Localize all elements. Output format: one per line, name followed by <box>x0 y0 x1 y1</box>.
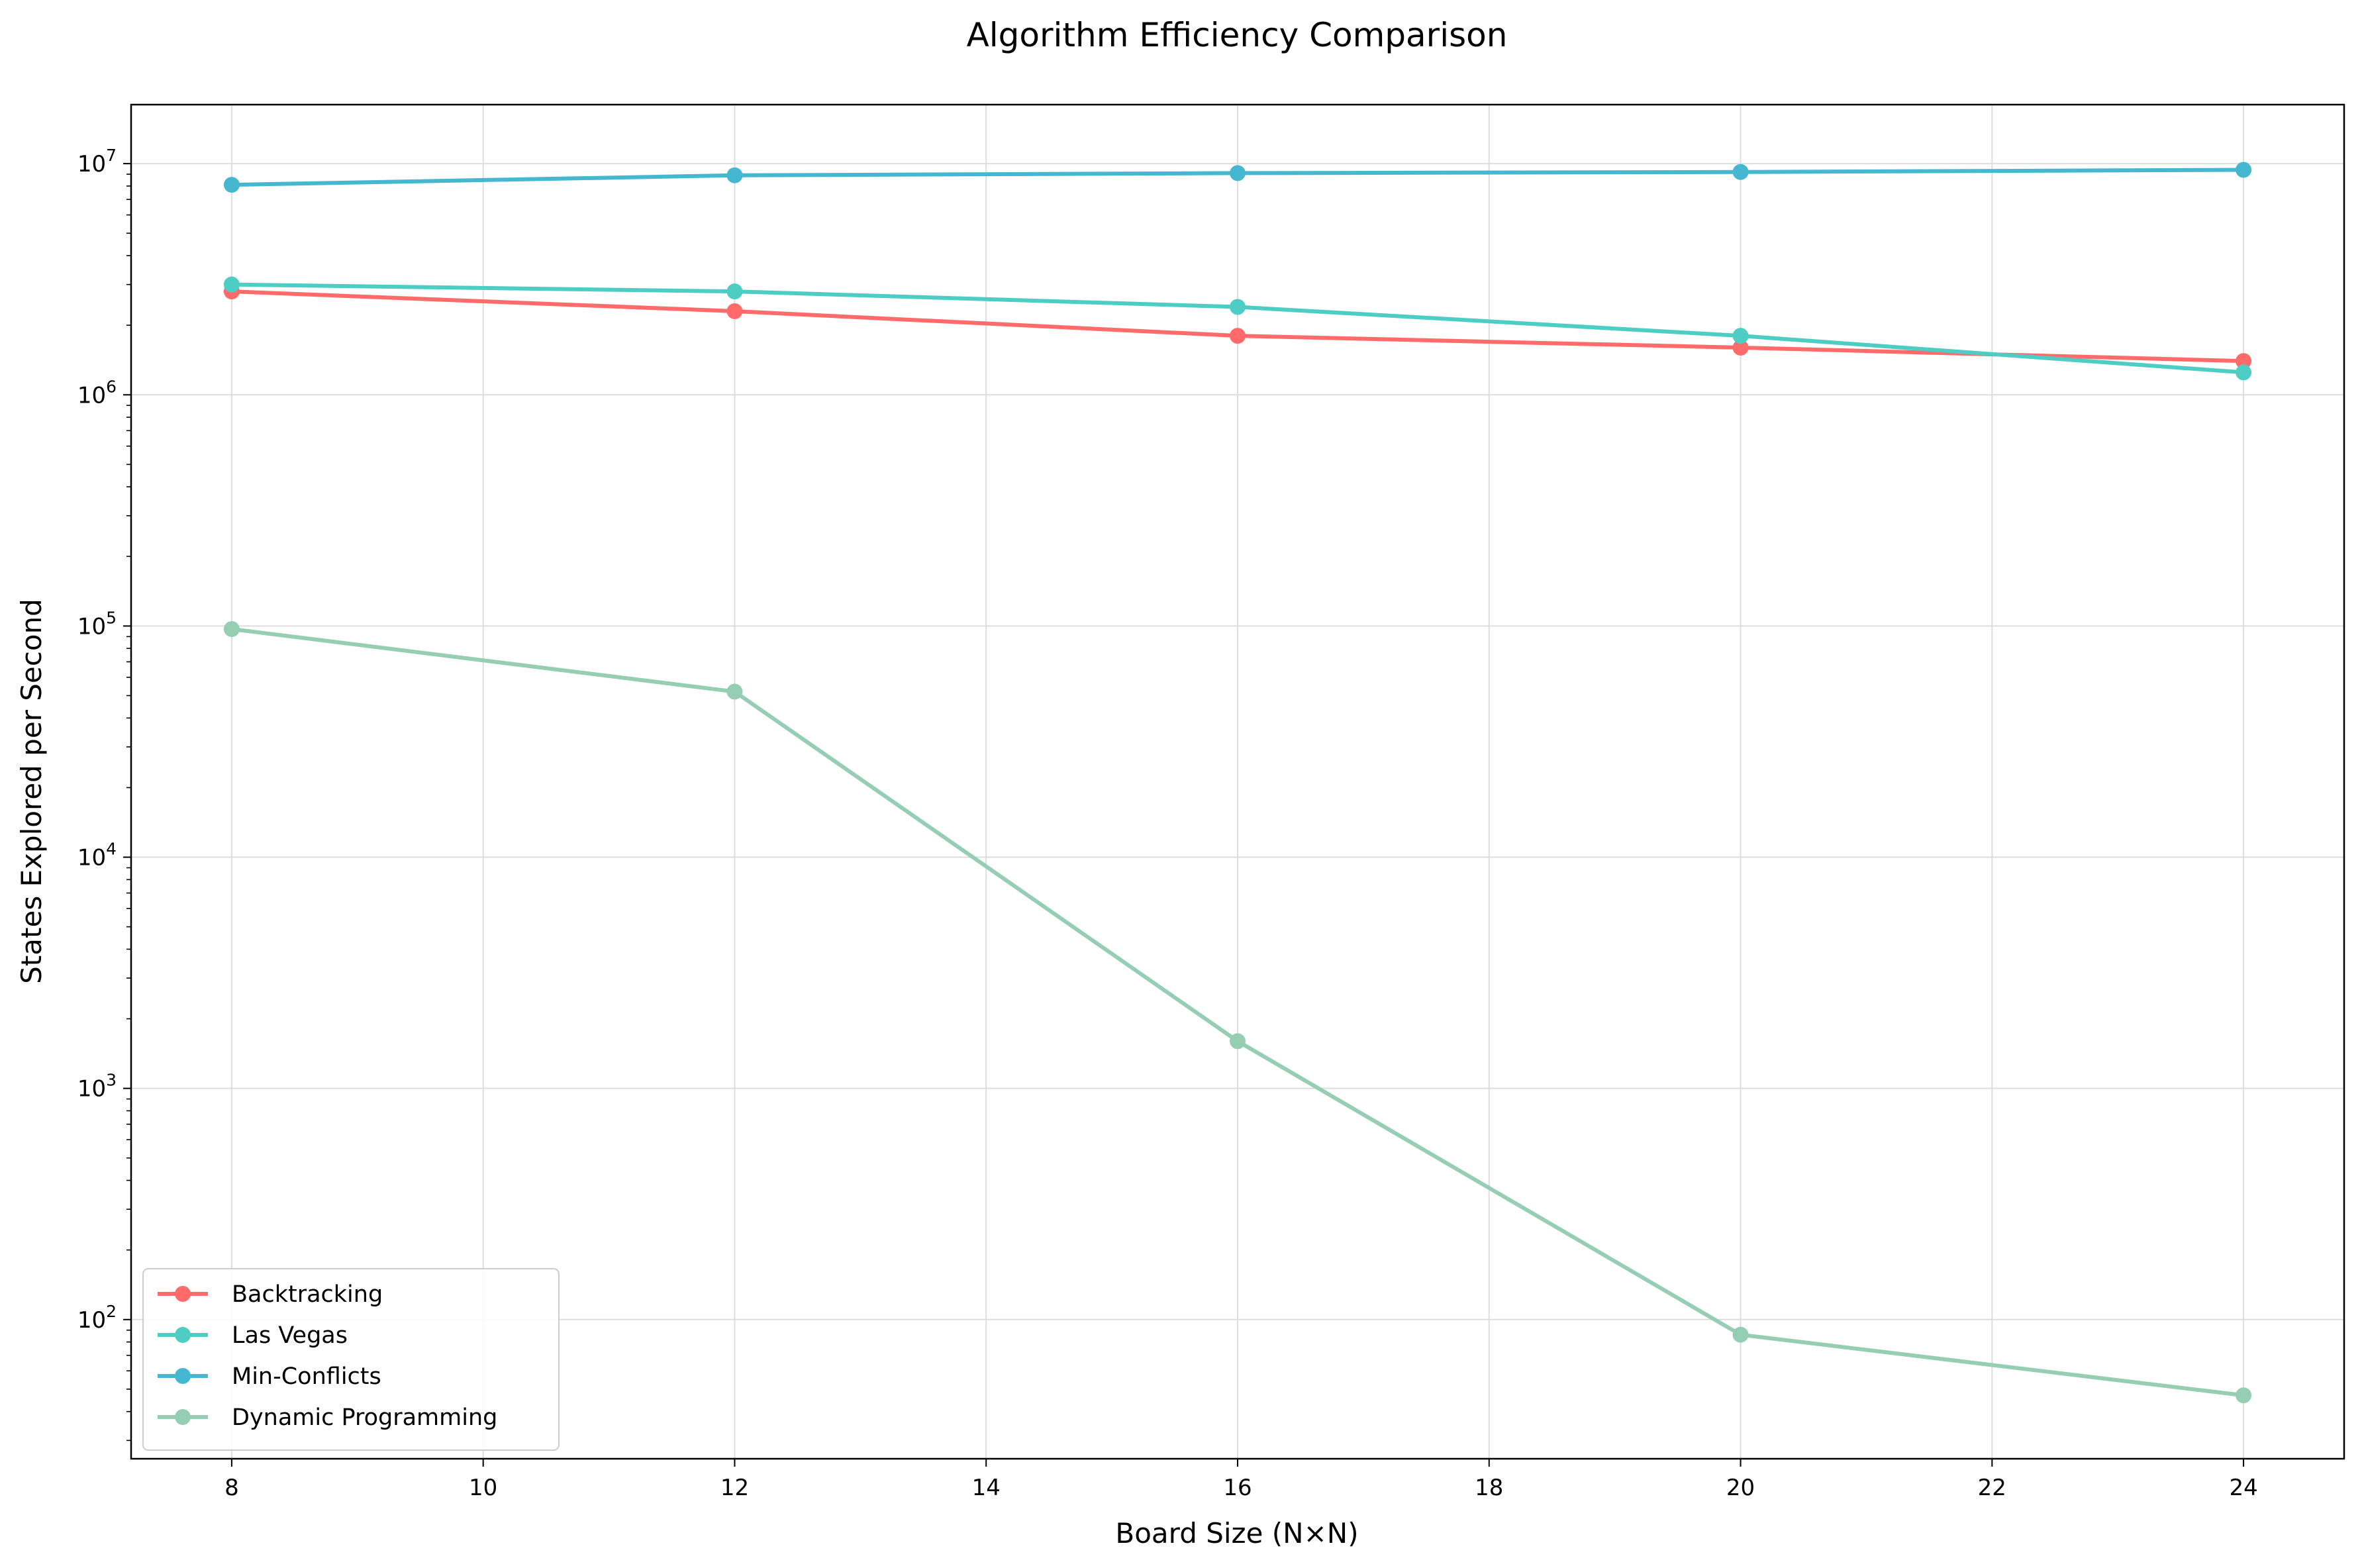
x-tick-label: 20 <box>1726 1475 1755 1501</box>
x-tick-label: 8 <box>224 1475 239 1501</box>
legend-swatch-marker <box>175 1368 191 1384</box>
legend-swatch-marker <box>175 1286 191 1302</box>
legend-label: Las Vegas <box>232 1322 348 1349</box>
data-point <box>1732 339 1749 356</box>
series-layer <box>223 162 2252 1404</box>
grid <box>131 105 2344 1459</box>
x-tick-label: 18 <box>1475 1475 1503 1501</box>
y-tick-base: 10 <box>77 1076 106 1102</box>
data-point <box>1230 165 1246 181</box>
legend-label: Dynamic Programming <box>232 1404 497 1431</box>
x-axis-label: Board Size (N×N) <box>1115 1517 1358 1549</box>
data-point <box>2236 162 2252 178</box>
data-point <box>223 621 240 638</box>
data-point <box>223 177 240 193</box>
y-tick-exponent: 4 <box>106 840 117 859</box>
y-tick-label: 107 <box>77 146 117 177</box>
legend-swatch-marker <box>175 1327 191 1343</box>
data-point <box>1732 164 1749 180</box>
legend-item: Dynamic Programming <box>158 1404 497 1431</box>
x-axis: 8 10 12 14 16 18 20 22 24 <box>224 1459 2258 1501</box>
y-tick-base: 10 <box>77 151 106 177</box>
series-dynamic-programming <box>223 621 2252 1404</box>
data-point <box>1732 328 1749 344</box>
y-tick-label: 106 <box>77 377 117 409</box>
x-tick-label: 24 <box>2229 1475 2257 1501</box>
legend-item: Min-Conflicts <box>158 1363 381 1390</box>
series-backtracking <box>223 283 2252 369</box>
data-point <box>223 276 240 293</box>
x-tick-label: 22 <box>1978 1475 2006 1501</box>
data-point <box>726 167 743 183</box>
data-point <box>2236 353 2252 369</box>
data-point <box>726 283 743 300</box>
data-point <box>2236 1387 2252 1404</box>
y-tick-label: 104 <box>77 840 117 871</box>
y-tick-label: 105 <box>77 608 117 640</box>
y-tick-exponent: 6 <box>106 377 117 396</box>
legend-item: Backtracking <box>158 1281 383 1308</box>
series-las-vegas <box>223 276 2252 381</box>
data-point <box>726 303 743 319</box>
x-tick-label: 16 <box>1223 1475 1252 1501</box>
legend-swatch-marker <box>175 1409 191 1425</box>
y-tick-exponent: 7 <box>106 146 117 165</box>
y-tick-base: 10 <box>77 1307 106 1334</box>
y-tick-label: 103 <box>77 1071 117 1102</box>
x-tick-label: 12 <box>720 1475 749 1501</box>
y-tick-base: 10 <box>77 382 106 409</box>
legend-item: Las Vegas <box>158 1322 348 1349</box>
y-tick-exponent: 5 <box>106 608 117 627</box>
y-axis-label: States Explored per Second <box>15 599 48 984</box>
data-point <box>726 683 743 700</box>
y-tick-exponent: 2 <box>106 1302 117 1321</box>
legend: Backtracking Las Vegas Min-Conflicts Dynami… <box>142 1268 560 1451</box>
data-point <box>2236 364 2252 381</box>
data-point <box>1732 1326 1749 1343</box>
data-point <box>1230 328 1246 344</box>
y-tick-base: 10 <box>77 613 106 640</box>
legend-label: Backtracking <box>232 1281 383 1308</box>
y-tick-exponent: 3 <box>106 1071 117 1090</box>
legend-label: Min-Conflicts <box>232 1363 381 1390</box>
chart-title: Algorithm Efficiency Comparison <box>967 16 1508 54</box>
y-tick-base: 10 <box>77 845 106 871</box>
data-point <box>1230 299 1246 315</box>
x-tick-label: 10 <box>469 1475 497 1501</box>
x-tick-label: 14 <box>972 1475 1001 1501</box>
series-min-conflicts <box>223 162 2252 193</box>
legend-box <box>142 1268 560 1451</box>
y-tick-label: 102 <box>77 1302 117 1334</box>
data-point <box>1230 1033 1246 1050</box>
